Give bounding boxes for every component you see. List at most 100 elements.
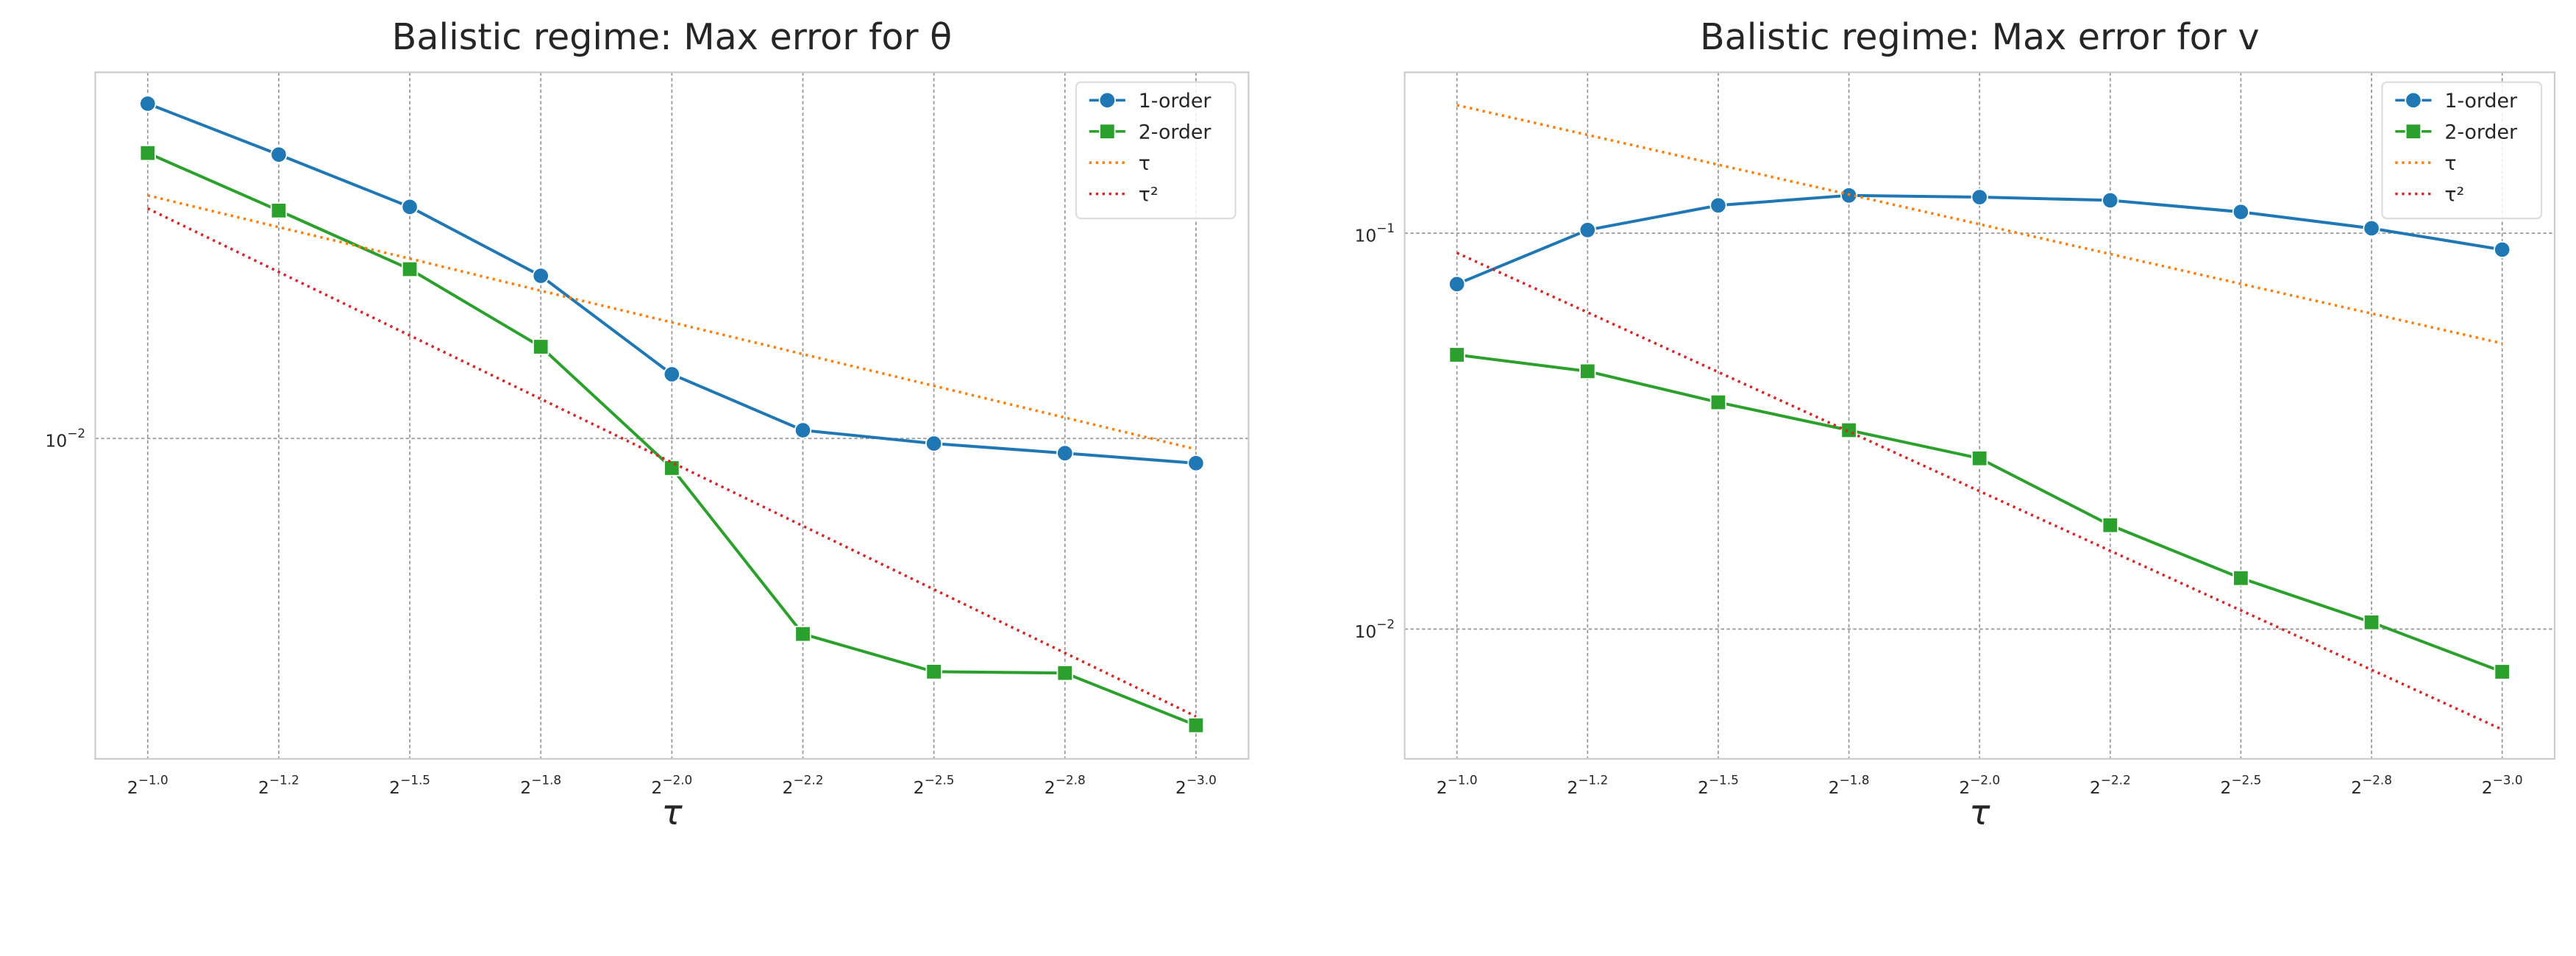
series-line — [147, 102, 1197, 465]
tick-base: 2 — [1045, 777, 1056, 798]
tick-label: 10−2 — [1354, 616, 1395, 641]
tick-base: 2 — [2351, 777, 2362, 798]
marker — [1579, 221, 1596, 239]
marker — [2494, 663, 2511, 680]
tick-exponent: −1.8 — [531, 773, 561, 788]
marker — [794, 421, 812, 439]
marker — [2102, 516, 2118, 534]
marker — [1709, 393, 1727, 411]
marker — [139, 144, 156, 162]
marker — [1971, 188, 1988, 206]
tick-exponent: −1.2 — [269, 773, 299, 788]
tick-base: 2 — [1829, 777, 1840, 798]
tick-label: 2−3.0 — [2482, 773, 2523, 798]
marker — [1971, 450, 1988, 467]
tick-exponent: −1.5 — [400, 773, 430, 788]
tick-label: 2−1.0 — [127, 773, 168, 798]
tick-label: 2−1.8 — [1829, 773, 1870, 798]
tick-exponent: −2.0 — [662, 773, 692, 788]
legend-label: 2-order — [1139, 121, 1212, 143]
tick-label: 2−1.2 — [1567, 773, 1608, 798]
marker — [1187, 717, 1205, 734]
tick-base: 2 — [1437, 777, 1448, 798]
tick-base: 10 — [45, 430, 67, 451]
tick-label: 2−2.5 — [2220, 773, 2261, 798]
tick-exponent: −1.0 — [1448, 773, 1478, 788]
chart-title: Balistic regime: Max error for θ — [392, 15, 953, 58]
tick-base: 10 — [1354, 621, 1376, 641]
tick-label: 2−1.5 — [389, 773, 430, 798]
tick-exponent: −2 — [67, 426, 85, 440]
marker — [1448, 275, 1466, 293]
marker — [533, 338, 549, 355]
tick-exponent: −2.0 — [1970, 773, 2000, 788]
tick-exponent: −2.5 — [2231, 773, 2261, 788]
marker — [2102, 191, 2119, 210]
marker — [270, 146, 288, 163]
marker — [401, 198, 419, 215]
tick-label: 2−2.0 — [651, 773, 692, 798]
marker — [1056, 444, 1074, 462]
tick-base: 2 — [389, 777, 400, 798]
chart-title: Balistic regime: Max error for v — [1700, 15, 2260, 58]
marker — [2232, 203, 2250, 221]
tick-base: 2 — [2090, 777, 2101, 798]
tick-exponent: −3.0 — [2493, 773, 2523, 788]
tick-exponent: −1 — [1376, 221, 1395, 235]
legend-label: 2-order — [2444, 121, 2518, 143]
tick-exponent: −2.8 — [2362, 773, 2392, 788]
tick-label: 2−1.5 — [1698, 773, 1739, 798]
tick-label: 2−2.8 — [1045, 773, 1086, 798]
marker — [2405, 123, 2422, 140]
tick-label: 2−1.8 — [520, 773, 561, 798]
tick-exponent: −2.8 — [1056, 773, 1086, 788]
x-axis-label: τ — [1969, 793, 1990, 833]
tick-exponent: −2.5 — [925, 773, 955, 788]
marker — [925, 435, 943, 452]
plot-frame — [1403, 71, 2556, 760]
tick-exponent: −1.5 — [1709, 773, 1739, 788]
marker — [401, 260, 419, 278]
tick-base: 2 — [520, 777, 531, 798]
tick-base: 2 — [258, 777, 269, 798]
marker — [532, 267, 549, 285]
tick-base: 2 — [127, 777, 138, 798]
legend-label: τ² — [2444, 183, 2464, 206]
marker — [1840, 421, 1857, 439]
tick-base: 2 — [2482, 777, 2493, 798]
marker — [1056, 665, 1073, 682]
tick-label: 2−1.0 — [1437, 773, 1478, 798]
tick-exponent: −2.2 — [793, 773, 823, 788]
tick-label: 2−2.8 — [2351, 773, 2392, 798]
series-line — [1456, 104, 2503, 345]
tick-label: 2−2.2 — [783, 773, 824, 798]
series-line — [1456, 252, 2503, 731]
marker — [663, 460, 680, 477]
series-line — [147, 193, 1197, 451]
marker — [2405, 91, 2422, 109]
tick-base: 2 — [1959, 777, 1970, 798]
marker — [794, 625, 811, 643]
marker — [1579, 363, 1596, 380]
tick-base: 2 — [1175, 777, 1186, 798]
tick-base: 2 — [914, 777, 925, 798]
marker — [2494, 240, 2511, 259]
tick-label: 2−2.0 — [1959, 773, 2000, 798]
tick-base: 2 — [1567, 777, 1578, 798]
plot-frame — [94, 71, 1250, 760]
x-axis-label: τ — [661, 793, 683, 833]
tick-exponent: −1.0 — [138, 773, 168, 788]
tick-base: 2 — [1698, 777, 1709, 798]
tick-label: 10−1 — [1354, 221, 1395, 246]
series-line — [146, 151, 1197, 727]
marker — [1187, 454, 1205, 472]
marker — [270, 202, 288, 219]
legend-box — [1075, 81, 1237, 220]
tick-label: 2−3.0 — [1175, 773, 1217, 798]
legend-label: τ — [1139, 152, 1150, 175]
tick-label: 2−1.2 — [258, 773, 299, 798]
tick-exponent: −2 — [1376, 616, 1395, 631]
tick-base: 2 — [2220, 777, 2231, 798]
legend-label: 1-order — [2444, 90, 2518, 113]
